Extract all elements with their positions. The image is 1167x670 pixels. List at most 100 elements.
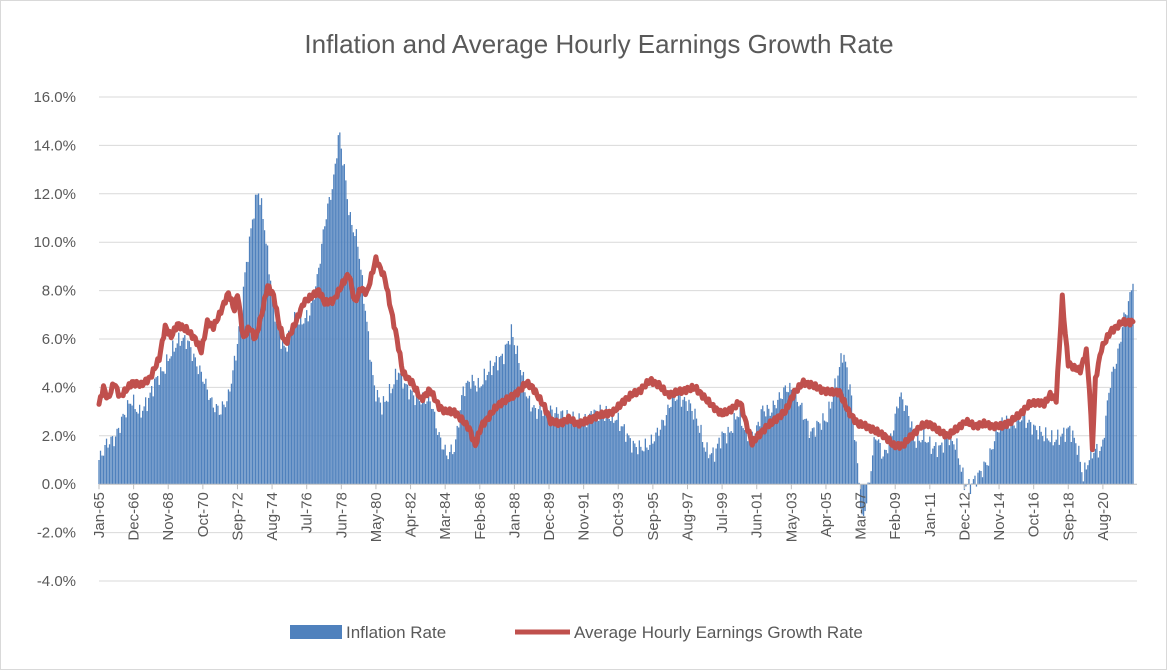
- inflation-bar: [706, 442, 708, 485]
- inflation-bar: [1093, 452, 1095, 485]
- inflation-bar: [119, 432, 121, 485]
- inflation-bar: [1072, 430, 1074, 485]
- inflation-bar: [655, 432, 657, 485]
- inflation-bar: [968, 478, 970, 485]
- inflation-bar: [793, 393, 795, 485]
- inflation-bar: [390, 393, 392, 485]
- inflation-bar: [584, 413, 586, 485]
- inflation-bar: [373, 385, 376, 485]
- inflation-bar: [266, 245, 269, 485]
- inflation-bar: [313, 299, 315, 485]
- inflation-bar: [673, 389, 675, 485]
- inflation-bar: [257, 193, 260, 485]
- inflation-bar: [414, 405, 416, 485]
- inflation-bar: [354, 236, 356, 485]
- inflation-bar: [718, 437, 720, 485]
- inflation-bar: [592, 423, 594, 485]
- inflation-bar: [199, 365, 201, 485]
- inflation-bar: [443, 449, 445, 485]
- inflation-bar: [674, 401, 677, 485]
- inflation-bar: [328, 196, 330, 485]
- x-tick-label: Jan-65: [91, 492, 108, 538]
- inflation-bar: [920, 442, 922, 485]
- inflation-bar: [650, 434, 653, 485]
- inflation-bar: [385, 400, 388, 485]
- inflation-bar: [509, 344, 511, 485]
- inflation-bar: [762, 405, 764, 485]
- inflation-bar: [280, 348, 282, 485]
- inflation-bar: [589, 413, 591, 485]
- inflation-bar: [522, 371, 525, 485]
- inflation-bar: [1070, 441, 1072, 485]
- inflation-bar: [787, 392, 789, 485]
- inflation-bar: [423, 398, 425, 485]
- inflation-bar: [808, 437, 811, 485]
- inflation-bar: [263, 230, 266, 485]
- inflation-bar: [596, 411, 598, 485]
- inflation-bar: [899, 396, 901, 485]
- inflation-bar: [587, 417, 589, 485]
- inflation-bar: [727, 426, 729, 485]
- inflation-bar: [951, 441, 954, 485]
- inflation-bar: [927, 442, 929, 485]
- inflation-bar: [488, 371, 490, 485]
- inflation-bar: [604, 420, 606, 485]
- inflation-bar: [397, 372, 400, 485]
- inflation-bar: [595, 410, 597, 485]
- inflation-bar: [405, 383, 407, 485]
- inflation-bar: [643, 451, 645, 485]
- inflation-bar: [278, 330, 281, 485]
- inflation-bar: [831, 401, 833, 485]
- inflation-bar: [1087, 465, 1089, 485]
- inflation-bar: [1090, 447, 1092, 485]
- inflation-bar: [417, 395, 419, 485]
- inflation-bar: [340, 148, 342, 485]
- inflation-bar: [816, 420, 818, 485]
- inflation-bar: [745, 425, 747, 485]
- inflation-bar: [1020, 420, 1023, 485]
- inflation-bar: [388, 384, 391, 485]
- inflation-bar: [1079, 461, 1081, 485]
- inflation-bar: [170, 356, 172, 485]
- inflation-bar: [1121, 327, 1124, 485]
- inflation-bar: [543, 405, 546, 485]
- inflation-bar: [780, 398, 782, 485]
- inflation-bar: [215, 404, 218, 485]
- inflation-bar: [909, 427, 911, 485]
- inflation-bar: [116, 428, 118, 485]
- inflation-bar: [959, 464, 961, 485]
- inflation-bar: [242, 286, 245, 485]
- inflation-bar: [969, 484, 972, 495]
- inflation-bar: [1069, 425, 1071, 485]
- inflation-bar: [676, 399, 678, 485]
- inflation-bar: [1106, 400, 1109, 485]
- inflation-bar: [855, 441, 857, 485]
- inflation-bar: [652, 443, 654, 485]
- inflation-bar: [947, 436, 949, 485]
- inflation-bar: [870, 471, 872, 485]
- inflation-bar: [291, 326, 293, 485]
- inflation-bar: [877, 439, 880, 485]
- legend-label-inflation: Inflation Rate: [346, 623, 446, 642]
- inflation-bar: [157, 375, 159, 485]
- inflation-bar: [382, 396, 385, 485]
- inflation-bar: [1033, 424, 1035, 485]
- inflation-bar: [686, 410, 689, 485]
- y-tick-label: 12.0%: [33, 186, 76, 203]
- inflation-bar: [101, 455, 103, 485]
- inflation-bar: [844, 361, 847, 485]
- inflation-bar: [441, 449, 443, 485]
- inflation-bar: [631, 452, 633, 485]
- inflation-bar: [530, 411, 532, 485]
- inflation-bar: [351, 224, 353, 485]
- inflation-bar: [462, 386, 464, 485]
- inflation-bar: [835, 387, 838, 485]
- inflation-bar: [846, 367, 848, 485]
- inflation-bar: [148, 397, 150, 485]
- inflation-bar: [521, 375, 523, 485]
- inflation-bar: [1010, 426, 1012, 485]
- y-tick-label: 10.0%: [33, 234, 76, 251]
- inflation-bar: [450, 444, 452, 485]
- inflation-bar: [322, 229, 324, 485]
- x-tick-label: Apr-82: [403, 492, 420, 537]
